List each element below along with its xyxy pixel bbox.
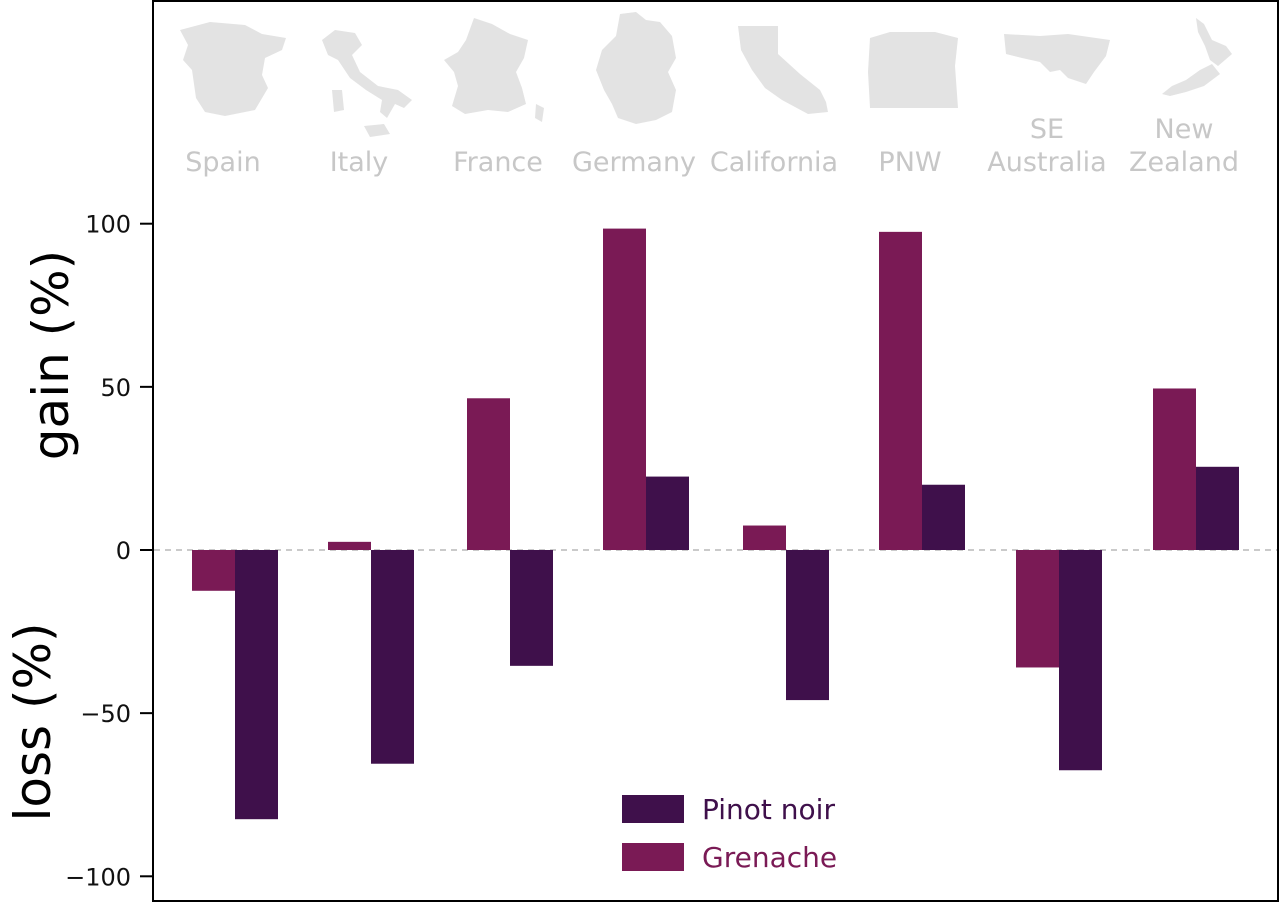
california-map-icon [738, 26, 828, 114]
category-label: California [710, 147, 838, 178]
category-label: SE Australia [987, 114, 1106, 178]
bar-grenache [467, 398, 510, 550]
bar-grenache [879, 231, 922, 551]
bar-pinot-noir [646, 476, 689, 550]
y-axis: 100 50 0 −50 −100 [65, 211, 153, 891]
legend-swatch [622, 795, 684, 823]
italy-map-icon [322, 30, 412, 137]
spain-map-icon [180, 22, 286, 116]
y-tick-label: −100 [65, 863, 131, 891]
bar-grenache [743, 525, 786, 550]
bar-grenache [1016, 550, 1059, 668]
legend-label: Pinot noir [702, 793, 835, 826]
bar-grenache [192, 550, 235, 591]
category-label: Italy [330, 147, 389, 178]
france-map-icon [444, 18, 544, 122]
category-label: PNW [878, 147, 941, 178]
y-tick-label: −50 [80, 700, 131, 728]
bar-grenache [603, 228, 646, 551]
category-label: New Zealand [1129, 114, 1239, 178]
bar-pinot-noir [1196, 466, 1239, 550]
bar-pinot-noir [786, 550, 829, 701]
bar-pinot-noir [922, 484, 965, 550]
y-tick-label: 100 [85, 211, 131, 239]
bars [192, 228, 1239, 820]
category-labels: Spain Italy France Germany California PNW SE Au… [185, 114, 1239, 178]
new-zealand-map-icon [1162, 18, 1232, 96]
legend-label: Grenache [702, 841, 837, 874]
bar-pinot-noir [235, 550, 278, 820]
legend-swatch [622, 843, 684, 871]
bar-pinot-noir [371, 550, 414, 764]
y-label-gain: gain (%) [22, 250, 80, 460]
bar-pinot-noir [1059, 550, 1102, 771]
category-label: France [453, 147, 543, 178]
legend: Pinot noir Grenache [622, 793, 837, 874]
plot-frame [152, 0, 1279, 902]
se-australia-map-icon [1004, 34, 1110, 84]
germany-map-icon [596, 12, 676, 124]
y-tick-label: 0 [116, 537, 131, 565]
map-icons [180, 12, 1232, 137]
y-tick-label: 50 [100, 374, 131, 402]
category-label: Spain [185, 147, 260, 178]
bar-pinot-noir [510, 550, 553, 666]
bar-grenache [328, 541, 371, 550]
category-label: Germany [572, 147, 696, 178]
y-label-loss: loss (%) [4, 623, 62, 822]
bar-grenache [1153, 388, 1196, 550]
pnw-map-icon [868, 32, 958, 108]
